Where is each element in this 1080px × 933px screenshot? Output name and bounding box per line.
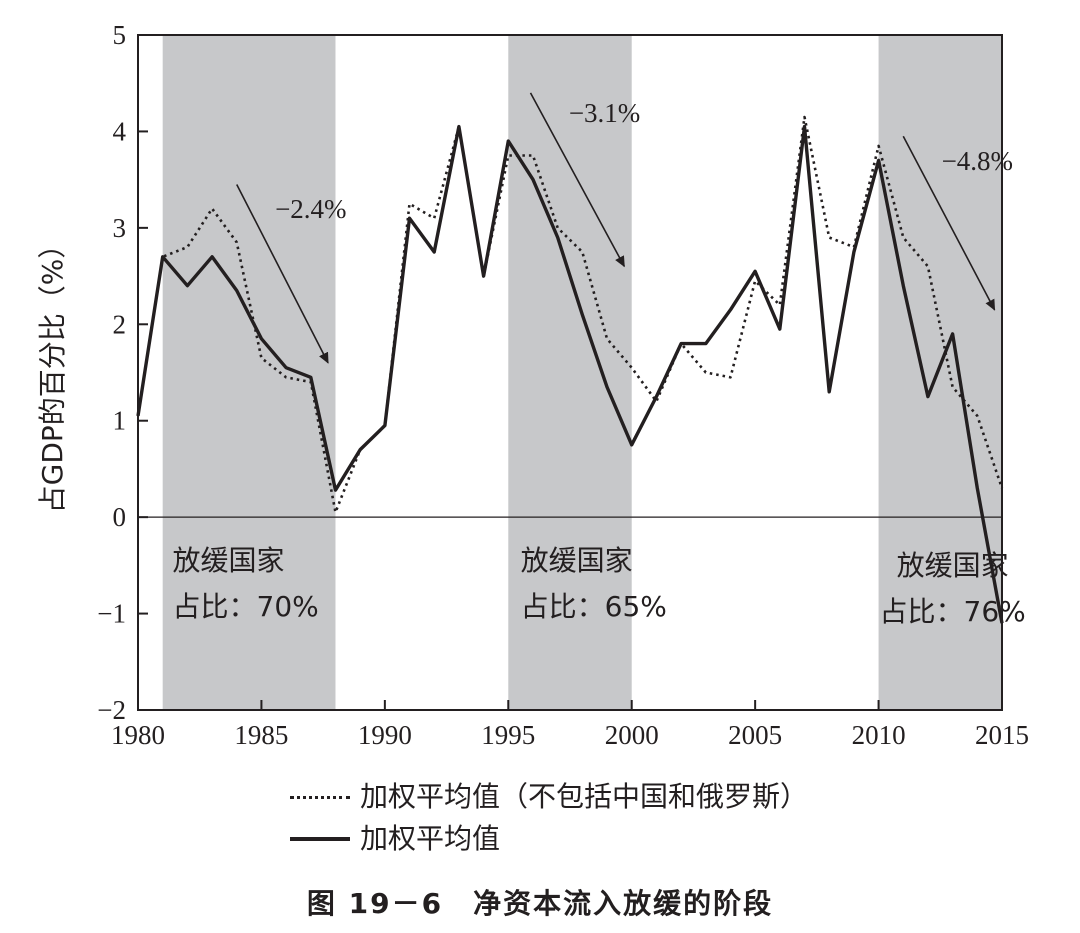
y-tick-label: −2 bbox=[97, 695, 126, 725]
slowdown-band-3 bbox=[878, 35, 1002, 710]
x-tick-label: 1990 bbox=[358, 720, 412, 750]
slowdown-note-share-1: 占比：70% bbox=[173, 590, 319, 623]
x-tick-label: 2015 bbox=[975, 720, 1029, 750]
slope-label-2: −3.1% bbox=[569, 98, 640, 128]
y-tick-label: −1 bbox=[97, 599, 126, 629]
slowdown-note-title-2: 放缓国家 bbox=[521, 544, 633, 577]
slope-arrow-2 bbox=[529, 92, 626, 268]
series-line-weighted-average bbox=[136, 124, 1004, 624]
legend-label-solid: 加权平均值 bbox=[360, 822, 501, 855]
y-tick-label: 4 bbox=[113, 116, 127, 146]
x-tick-label: 1995 bbox=[481, 720, 535, 750]
solid-line-swatch bbox=[290, 837, 350, 841]
plot-frame bbox=[137, 34, 1003, 711]
x-axis: 1980 1985 1990 1995 2000 2005 2010 2015 bbox=[111, 700, 1029, 750]
x-tick-label: 2010 bbox=[852, 720, 906, 750]
slope-arrow-3 bbox=[902, 135, 996, 311]
y-tick-label: 2 bbox=[113, 309, 127, 339]
y-axis-label: 占GDP的百分比（%） bbox=[36, 231, 69, 514]
x-tick-label: 2000 bbox=[605, 720, 659, 750]
series-lines bbox=[136, 115, 1004, 624]
x-tick-label: 2005 bbox=[728, 720, 782, 750]
slowdown-bands bbox=[162, 35, 1002, 710]
y-tick-label: 1 bbox=[113, 406, 127, 436]
y-tick-label: 0 bbox=[113, 502, 127, 532]
slope-arrow-1 bbox=[236, 184, 329, 364]
slowdown-note-share-3: 占比：76% bbox=[880, 595, 1026, 628]
legend-label-dotted: 加权平均值（不包括中国和俄罗斯） bbox=[360, 780, 809, 813]
legend: 加权平均值（不包括中国和俄罗斯） 加权平均值 bbox=[290, 776, 808, 860]
x-tick-label: 1980 bbox=[111, 720, 165, 750]
slope-label-3: −4.8% bbox=[942, 146, 1013, 176]
slope-label-1: −2.4% bbox=[275, 194, 346, 224]
x-tick-label: 1985 bbox=[234, 720, 288, 750]
series-line-excl-china-russia bbox=[136, 115, 1004, 514]
slowdown-note-title-3: 放缓国家 bbox=[897, 549, 1009, 582]
legend-item-dotted: 加权平均值（不包括中国和俄罗斯） bbox=[290, 776, 808, 818]
legend-item-solid: 加权平均值 bbox=[290, 818, 808, 860]
slowdown-band-2 bbox=[508, 35, 632, 710]
y-axis: 5 4 3 2 1 0 −1 −2 bbox=[97, 20, 148, 725]
y-tick-label: 3 bbox=[113, 213, 127, 243]
slowdown-band-1 bbox=[162, 35, 336, 710]
dotted-line-swatch bbox=[290, 795, 350, 799]
slowdown-note-share-2: 占比：65% bbox=[521, 590, 667, 623]
y-tick-label: 5 bbox=[113, 20, 127, 50]
figure-caption: 图 19－6 净资本流入放缓的阶段 bbox=[306, 887, 774, 920]
slowdown-note-title-1: 放缓国家 bbox=[173, 544, 285, 577]
